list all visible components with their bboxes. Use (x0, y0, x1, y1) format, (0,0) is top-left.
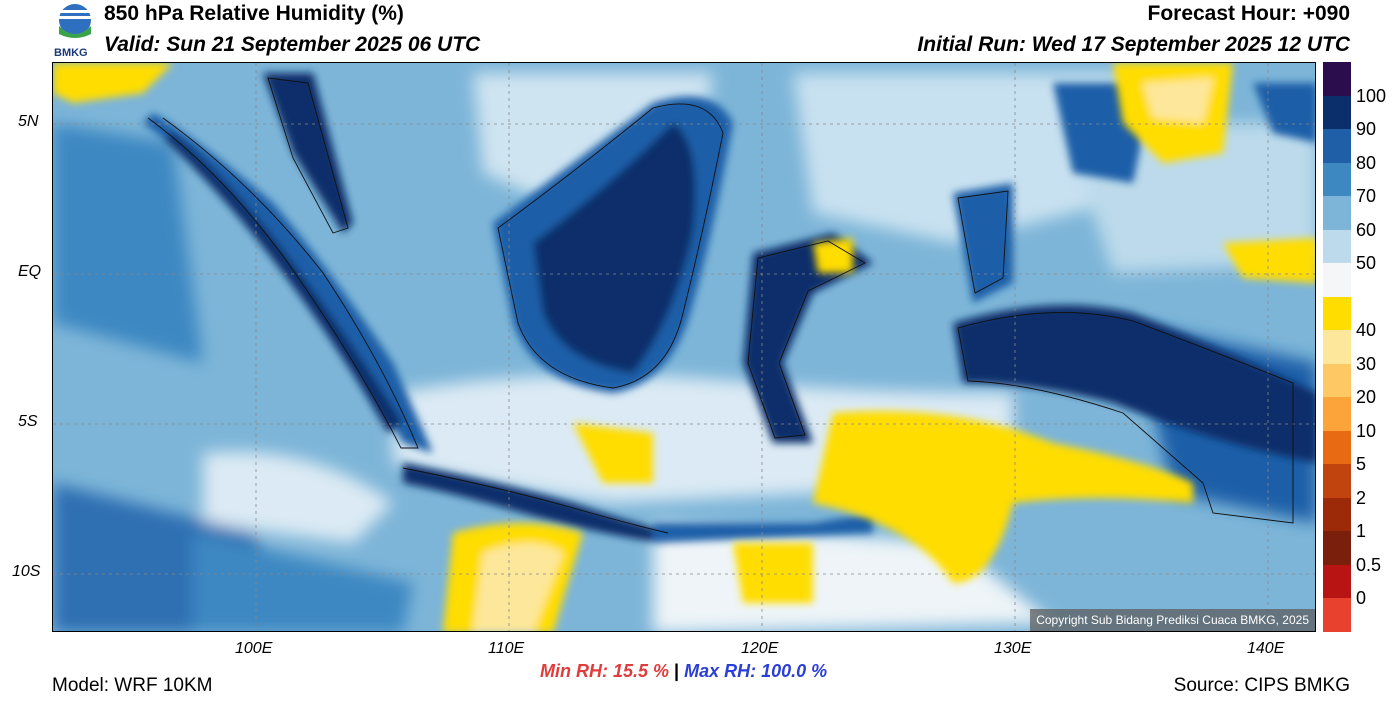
colorbar-swatch (1323, 497, 1351, 532)
lat-tick-eq: EQ (18, 263, 42, 280)
colorbar-swatch (1323, 464, 1351, 499)
colorbar-label: 60 (1356, 219, 1377, 240)
field-blobs (53, 73, 1315, 631)
colorbar-swatch (1323, 330, 1351, 365)
colorbar-label: 20 (1356, 387, 1377, 408)
lat-tick-5n: 5N (18, 113, 39, 130)
source-label: Source: CIPS BMKG (1173, 675, 1350, 696)
bmkg-logo-icon (59, 4, 91, 38)
colorbar-swatch (1323, 162, 1351, 197)
colorbar-swatch (1323, 229, 1351, 264)
lon-tick-140e: 140E (1247, 640, 1285, 657)
copyright-notice: Copyright Sub Bidang Prediksi Cuaca BMKG… (1030, 609, 1315, 631)
colorbar-swatch (1323, 564, 1351, 599)
colorbar-swatch (1323, 129, 1351, 164)
chart-title: 850 hPa Relative Humidity (%) (104, 2, 404, 25)
colorbar-label: 70 (1356, 186, 1377, 207)
lat-tick-10s: 10S (12, 563, 41, 580)
colorbar-label: 0 (1356, 588, 1367, 609)
colorbar-swatch (1323, 430, 1351, 465)
map-field (53, 63, 1315, 631)
lon-tick-120e: 120E (741, 640, 779, 657)
lon-tick-100e: 100E (235, 640, 273, 657)
rh-separator: | (674, 661, 680, 681)
colorbar-swatch (1323, 531, 1351, 566)
valid-time: Valid: Sun 21 September 2025 06 UTC (104, 33, 481, 56)
colorbar-swatch (1323, 62, 1351, 97)
rh-summary: Min RH: 15.5 % | Max RH: 100.0 % (540, 661, 827, 682)
colorbar-label: 2 (1356, 487, 1367, 508)
colorbar-label: 30 (1356, 353, 1377, 374)
land-wet-areas (143, 73, 1315, 543)
colorbar-swatch (1323, 397, 1351, 432)
humidity-map[interactable]: Copyright Sub Bidang Prediksi Cuaca BMKG… (52, 62, 1316, 632)
bmkg-logo: BMKG (52, 2, 98, 60)
colorbar-label: 10 (1356, 420, 1377, 441)
colorbar-swatch (1323, 296, 1351, 331)
colorbar-swatch (1323, 196, 1351, 231)
colorbar-label: 5 (1356, 454, 1367, 475)
lon-tick-130e: 130E (994, 640, 1032, 657)
model-label: Model: WRF 10KM (52, 675, 213, 696)
colorbar-label: 0.5 (1356, 554, 1382, 575)
min-rh: Min RH: 15.5 % (540, 661, 670, 681)
gridlines (53, 63, 1315, 631)
lon-tick-110e: 110E (488, 640, 525, 657)
colorbar-swatch (1323, 263, 1351, 298)
colorbar-label: 100 (1356, 85, 1387, 106)
colorbar-label: 90 (1356, 119, 1377, 140)
coastlines (147, 77, 1294, 534)
logo-text: BMKG (54, 47, 88, 59)
colorbar-swatch (1323, 363, 1351, 398)
dry-areas (53, 63, 1315, 631)
lat-tick-5s: 5S (18, 413, 38, 430)
colorbar-swatch (1323, 598, 1351, 633)
colorbar-label: 40 (1356, 320, 1377, 341)
initial-run: Initial Run: Wed 17 September 2025 12 UT… (917, 33, 1350, 56)
colorbar-label: 1 (1356, 521, 1367, 542)
colorbar (1323, 62, 1351, 633)
colorbar-swatch (1323, 95, 1351, 130)
max-rh: Max RH: 100.0 % (684, 661, 828, 681)
colorbar-label: 80 (1356, 152, 1377, 173)
forecast-hour: Forecast Hour: +090 (1147, 2, 1351, 25)
colorbar-label: 50 (1356, 253, 1377, 274)
